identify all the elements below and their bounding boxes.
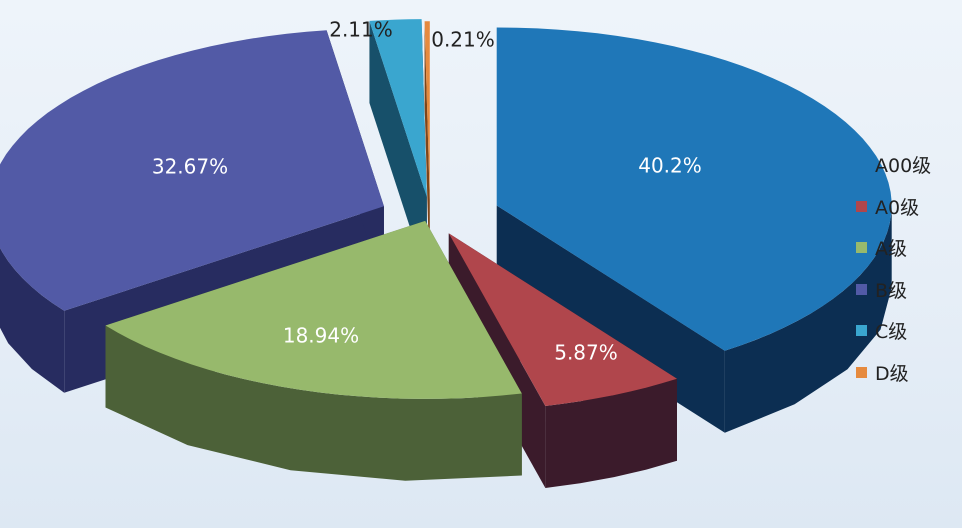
legend-swatch-c- <box>856 325 867 337</box>
legend-swatch-b- <box>856 283 867 295</box>
data-label-a0-: 5.87% <box>554 341 618 365</box>
legend-swatch-a0- <box>856 200 867 212</box>
slice-top-a- <box>105 220 522 399</box>
legend-swatch-a- <box>856 242 867 254</box>
slice-top-a0- <box>448 233 677 406</box>
slice-top-c- <box>369 19 427 198</box>
legend-label-a-: A级 <box>875 238 907 261</box>
legend-label-a00-: A00级 <box>875 155 932 178</box>
chart-legend: A00级 A0级 A级 B级 C级 D级 <box>856 144 931 393</box>
legend-label-c-: C级 <box>875 321 908 344</box>
slice-rim-b--0 <box>0 247 65 393</box>
slice-cut-face-c--0 <box>369 20 427 280</box>
legend-label-a0-: A0级 <box>875 196 920 219</box>
data-label-b-: 32.67% <box>152 155 228 179</box>
data-label-d-: 0.21% <box>431 28 495 52</box>
slice-cut-face-d--0 <box>424 21 430 282</box>
slice-a- <box>105 220 522 481</box>
legend-label-d-: D级 <box>875 362 909 385</box>
legend-item-b-: B级 <box>856 269 931 311</box>
slice-top-a00- <box>496 27 892 351</box>
slice-top-d- <box>424 21 430 200</box>
legend-item-a00-: A00级 <box>856 144 931 186</box>
data-label-a00-: 40.2% <box>638 154 702 178</box>
slice-d- <box>424 21 430 282</box>
data-label-c-: 2.11% <box>329 18 393 42</box>
slice-rim-a0--0 <box>545 378 677 488</box>
legend-item-c-: C级 <box>856 310 931 352</box>
legend-label-b-: B级 <box>875 279 908 302</box>
slice-c- <box>369 19 427 280</box>
legend-swatch-d- <box>856 366 867 378</box>
slice-top-b- <box>0 30 384 311</box>
legend-item-a0-: A0级 <box>856 186 931 228</box>
slice-rim-a--0 <box>105 325 522 481</box>
legend-item-d-: D级 <box>856 352 931 394</box>
data-label-a-: 18.94% <box>283 324 359 348</box>
legend-item-a-: A级 <box>856 227 931 269</box>
legend-swatch-a00- <box>856 159 867 171</box>
slice-rim-a00--0 <box>724 205 892 433</box>
